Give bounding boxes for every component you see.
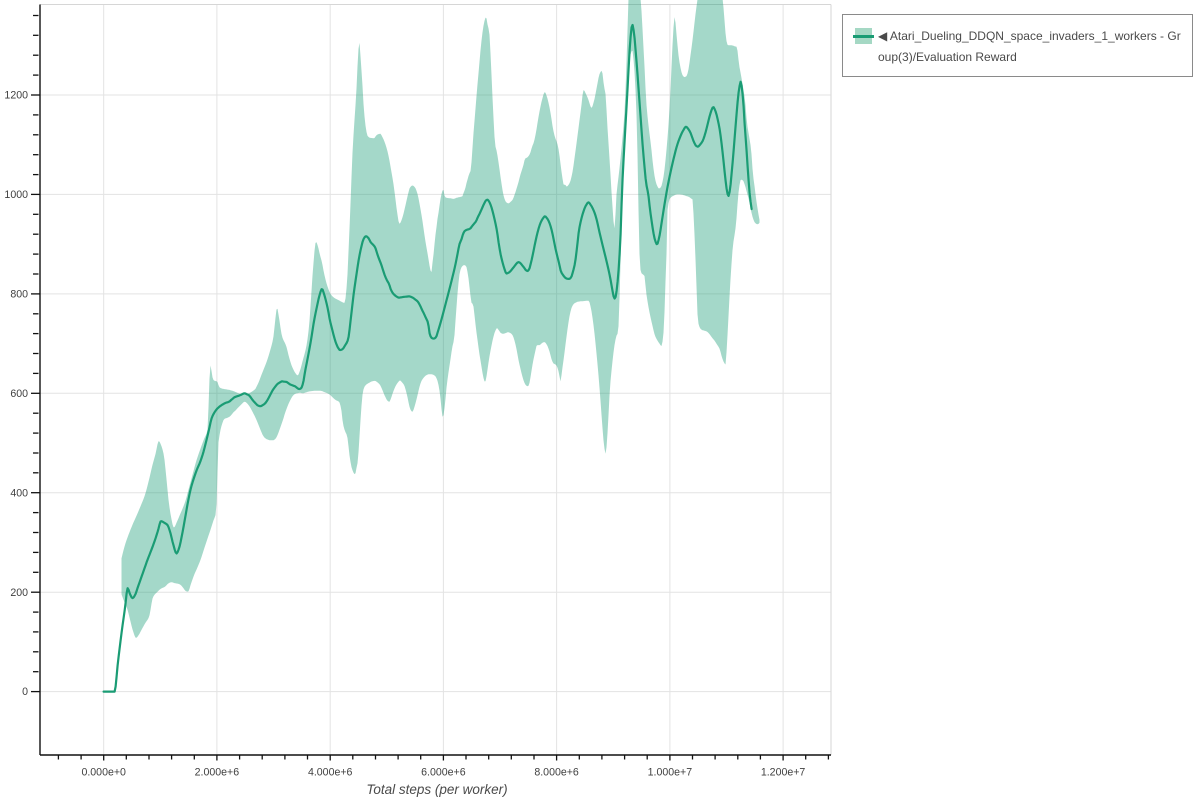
svg-text:1.000e+7: 1.000e+7 bbox=[648, 767, 693, 779]
svg-text:1200: 1200 bbox=[4, 90, 28, 102]
svg-text:400: 400 bbox=[10, 487, 28, 499]
svg-text:800: 800 bbox=[10, 289, 28, 301]
svg-text:1.200e+7: 1.200e+7 bbox=[761, 767, 806, 779]
svg-text:6.000e+6: 6.000e+6 bbox=[421, 767, 466, 779]
svg-text:600: 600 bbox=[10, 388, 28, 400]
svg-text:Total steps (per worker): Total steps (per worker) bbox=[366, 782, 507, 797]
svg-text:0: 0 bbox=[22, 686, 28, 698]
svg-text:1000: 1000 bbox=[4, 189, 28, 201]
svg-text:4.000e+6: 4.000e+6 bbox=[308, 767, 353, 779]
svg-text:8.000e+6: 8.000e+6 bbox=[534, 767, 579, 779]
svg-text:200: 200 bbox=[10, 587, 28, 599]
svg-text:0.000e+0: 0.000e+0 bbox=[81, 767, 126, 779]
svg-text:2.000e+6: 2.000e+6 bbox=[195, 767, 240, 779]
